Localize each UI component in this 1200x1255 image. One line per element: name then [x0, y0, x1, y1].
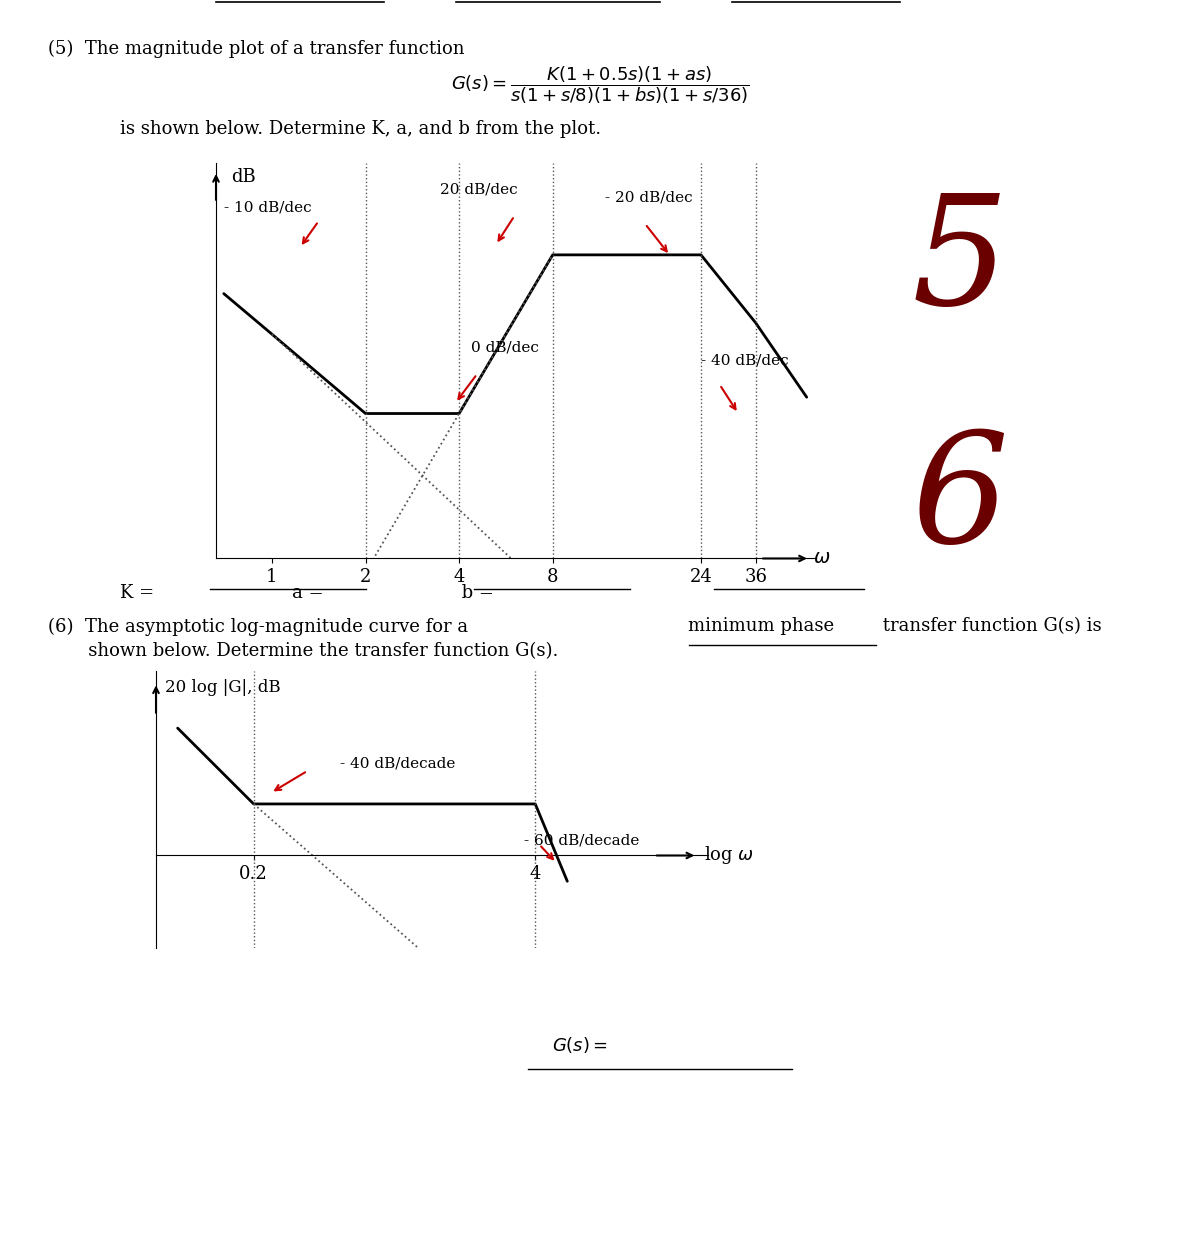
Text: $G(s) =$: $G(s) =$ — [552, 1035, 608, 1055]
Text: $G(s) = \dfrac{K(1+0.5s)(1+as)}{s(1+s/8)(1+bs)(1+s/36)}$: $G(s) = \dfrac{K(1+0.5s)(1+as)}{s(1+s/8)… — [451, 64, 749, 105]
Text: transfer function G(s) is: transfer function G(s) is — [877, 617, 1102, 635]
Text: 0 dB/dec: 0 dB/dec — [470, 340, 539, 355]
Text: - 60 dB/decade: - 60 dB/decade — [524, 833, 640, 848]
Text: - 40 dB/decade: - 40 dB/decade — [340, 757, 455, 771]
Text: - 40 dB/dec: - 40 dB/dec — [701, 354, 788, 368]
Text: log $\omega$: log $\omega$ — [703, 845, 754, 866]
Text: minimum phase: minimum phase — [688, 617, 834, 635]
Text: - 10 dB/dec: - 10 dB/dec — [223, 201, 311, 215]
Text: (5)  The magnitude plot of a transfer function: (5) The magnitude plot of a transfer fun… — [48, 40, 464, 59]
Text: - 20 dB/dec: - 20 dB/dec — [605, 191, 692, 205]
Text: shown below. Determine the transfer function G(s).: shown below. Determine the transfer func… — [48, 643, 558, 660]
Text: 20 dB/dec: 20 dB/dec — [440, 182, 517, 197]
Text: 6: 6 — [912, 427, 1009, 575]
Text: K =                        a =                        b =: K = a = b = — [120, 584, 494, 601]
Text: 20 log |G|, dB: 20 log |G|, dB — [164, 679, 281, 695]
Text: dB: dB — [232, 168, 257, 187]
Text: $\omega$: $\omega$ — [812, 550, 830, 567]
Text: (6)  The asymptotic log-magnitude curve for a: (6) The asymptotic log-magnitude curve f… — [48, 617, 474, 636]
Text: 5: 5 — [912, 188, 1009, 336]
Text: is shown below. Determine K, a, and b from the plot.: is shown below. Determine K, a, and b fr… — [120, 120, 601, 138]
